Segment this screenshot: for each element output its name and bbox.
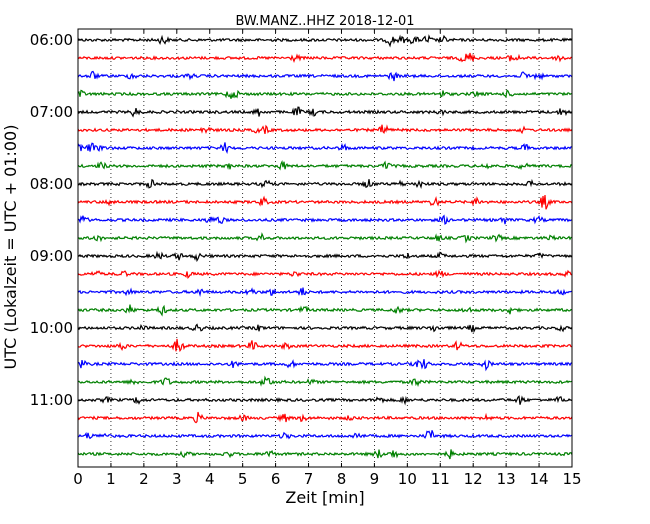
trace-1145 [77, 449, 573, 460]
trace-0645 [77, 89, 573, 99]
x-tick-label: 9 [370, 470, 380, 488]
y-tick-label: 06:00 [30, 31, 73, 49]
x-axis-label: Zeit [min] [285, 488, 364, 507]
x-tick-label: 6 [271, 470, 281, 488]
x-tick-label: 12 [464, 470, 483, 488]
y-axis-label: UTC (Lokalzeit = UTC + 01:00) [1, 125, 20, 370]
trace-0830 [77, 214, 573, 225]
trace-0730 [77, 142, 572, 154]
trace-0600 [77, 34, 573, 48]
y-tick-label: 09:00 [30, 247, 73, 265]
x-tick-label: 11 [431, 470, 450, 488]
x-tick-label: 2 [139, 470, 149, 488]
trace-1045 [77, 375, 573, 387]
trace-0900 [77, 250, 573, 263]
plot-frame [77, 28, 573, 468]
trace-1100 [77, 395, 573, 406]
trace-0930 [77, 287, 573, 298]
x-tick-label: 15 [562, 470, 581, 488]
x-tick-label: 10 [398, 470, 417, 488]
trace-0745 [77, 160, 573, 171]
trace-0800 [78, 178, 573, 189]
trace-1115 [77, 411, 573, 424]
x-tick-label: 14 [530, 470, 549, 488]
trace-0845 [77, 232, 573, 244]
trace-1030 [77, 359, 573, 372]
trace-1000 [77, 323, 573, 334]
x-tick-label: 3 [172, 470, 182, 488]
trace-1130 [77, 430, 573, 440]
trace-0945 [77, 304, 573, 317]
trace-0715 [77, 124, 573, 135]
axis-ticks: 0 1 2 3 4 5 6 7 8 9 10 11 12 13 14 1506:0007:0008:0009:… [30, 29, 582, 488]
x-tick-label: 4 [205, 470, 215, 488]
y-tick-label: 11:00 [30, 391, 73, 409]
x-tick-label: 0 [73, 470, 83, 488]
x-tick-label: 5 [238, 470, 248, 488]
y-tick-label: 10:00 [30, 319, 73, 337]
trace-0700 [77, 106, 573, 118]
x-tick-label: 13 [497, 470, 516, 488]
x-tick-label: 7 [304, 470, 314, 488]
chart-title: BW.MANZ..HHZ 2018-12-01 [235, 14, 414, 29]
y-tick-label: 07:00 [30, 103, 73, 121]
seismogram-traces [77, 34, 573, 460]
trace-1015 [77, 338, 573, 353]
trace-0915 [77, 269, 573, 280]
trace-0615 [77, 52, 572, 63]
y-tick-label: 08:00 [30, 175, 73, 193]
trace-0630 [77, 70, 573, 82]
trace-0815 [77, 194, 573, 210]
x-tick-label: 1 [106, 470, 116, 488]
x-tick-label: 8 [337, 470, 347, 488]
